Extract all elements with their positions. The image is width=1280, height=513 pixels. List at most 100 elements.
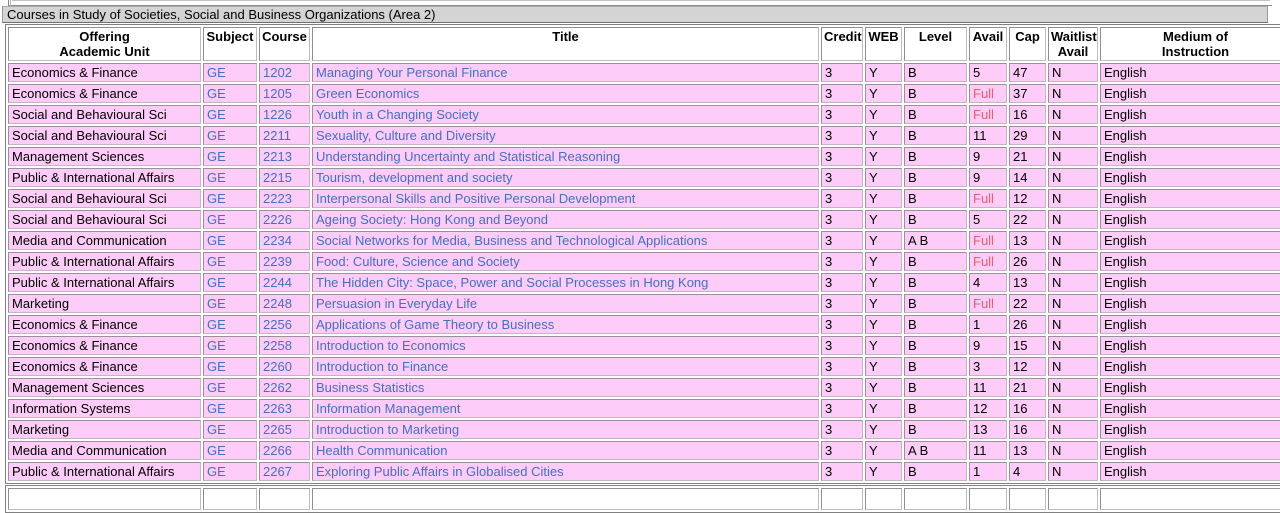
avail-cell: 5 <box>969 210 1007 229</box>
avail-cell: 12 <box>969 399 1007 418</box>
course-number-link[interactable]: 2262 <box>259 378 310 397</box>
course-title-link[interactable]: Interpersonal Skills and Positive Person… <box>312 189 819 208</box>
course-title-link[interactable]: Introduction to Marketing <box>312 420 819 439</box>
course-number-link[interactable]: 2215 <box>259 168 310 187</box>
avail-cell: 11 <box>969 378 1007 397</box>
course-number-link[interactable]: 2223 <box>259 189 310 208</box>
subject-link[interactable]: GE <box>203 105 257 124</box>
offering-unit-cell: Economics & Finance <box>8 336 201 355</box>
cap-cell: 16 <box>1009 399 1046 418</box>
subject-link[interactable]: GE <box>203 189 257 208</box>
medium-of-instruction-cell: English <box>1100 273 1280 292</box>
avail-cell: Full <box>969 294 1007 313</box>
course-title-link[interactable]: Persuasion in Everyday Life <box>312 294 819 313</box>
course-number-link[interactable]: 2244 <box>259 273 310 292</box>
offering-unit-cell: Economics & Finance <box>8 63 201 82</box>
credit-cell: 3 <box>821 420 863 439</box>
course-title-link[interactable]: Introduction to Economics <box>312 336 819 355</box>
avail-cell: 5 <box>969 63 1007 82</box>
web-cell: Y <box>865 210 902 229</box>
course-number-link[interactable]: 2265 <box>259 420 310 439</box>
table-row: Social and Behavioural Sci GE 1226 Youth… <box>8 105 1280 124</box>
table-row: Marketing GE 2265 Introduction to Market… <box>8 420 1280 439</box>
medium-of-instruction-cell: English <box>1100 231 1280 250</box>
subject-link[interactable]: GE <box>203 210 257 229</box>
table-row <box>8 488 1280 510</box>
web-cell: Y <box>865 126 902 145</box>
offering-unit-cell: Media and Communication <box>8 231 201 250</box>
course-number-link[interactable]: 2211 <box>259 126 310 145</box>
course-number-link[interactable]: 2258 <box>259 336 310 355</box>
course-number-link[interactable]: 2234 <box>259 231 310 250</box>
subject-link[interactable]: GE <box>203 420 257 439</box>
course-title-link[interactable]: Understanding Uncertainty and Statistica… <box>312 147 819 166</box>
course-title-link[interactable]: Introduction to Finance <box>312 357 819 376</box>
subject-link[interactable]: GE <box>203 147 257 166</box>
course-title-link[interactable]: Ageing Society: Hong Kong and Beyond <box>312 210 819 229</box>
course-number-link[interactable]: 2226 <box>259 210 310 229</box>
subject-link[interactable]: GE <box>203 273 257 292</box>
offering-unit-cell: Marketing <box>8 420 201 439</box>
subject-link[interactable]: GE <box>203 315 257 334</box>
course-title-link[interactable]: Green Economics <box>312 84 819 103</box>
offering-unit-cell: Marketing <box>8 294 201 313</box>
web-cell: Y <box>865 315 902 334</box>
course-title-link[interactable]: Sexuality, Culture and Diversity <box>312 126 819 145</box>
section-header: Courses in Study of Societies, Social an… <box>2 6 1268 23</box>
waitlist-avail-cell: N <box>1048 378 1098 397</box>
course-title-link[interactable]: Exploring Public Affairs in Globalised C… <box>312 462 819 481</box>
subject-link[interactable]: GE <box>203 126 257 145</box>
subject-link[interactable]: GE <box>203 84 257 103</box>
course-number-link[interactable]: 2266 <box>259 441 310 460</box>
web-cell: Y <box>865 357 902 376</box>
subject-link[interactable]: GE <box>203 462 257 481</box>
level-cell: B <box>904 168 967 187</box>
course-title-link[interactable]: Tourism, development and society <box>312 168 819 187</box>
course-title-link[interactable]: Social Networks for Media, Business and … <box>312 231 819 250</box>
course-title-link[interactable]: Business Statistics <box>312 378 819 397</box>
subject-link[interactable]: GE <box>203 357 257 376</box>
avail-cell: 9 <box>969 168 1007 187</box>
level-cell: B <box>904 63 967 82</box>
credit-cell: 3 <box>821 441 863 460</box>
course-title-link[interactable]: Managing Your Personal Finance <box>312 63 819 82</box>
web-cell: Y <box>865 336 902 355</box>
subject-link[interactable]: GE <box>203 168 257 187</box>
waitlist-avail-cell: N <box>1048 357 1098 376</box>
subject-link[interactable]: GE <box>203 399 257 418</box>
course-number-link[interactable]: 2248 <box>259 294 310 313</box>
avail-cell: Full <box>969 252 1007 271</box>
subject-link[interactable]: GE <box>203 336 257 355</box>
course-number-link[interactable]: 1205 <box>259 84 310 103</box>
waitlist-avail-cell: N <box>1048 231 1098 250</box>
course-title-link[interactable]: Health Communication <box>312 441 819 460</box>
course-title-link[interactable]: Information Management <box>312 399 819 418</box>
subject-link[interactable]: GE <box>203 441 257 460</box>
subject-link[interactable]: GE <box>203 231 257 250</box>
medium-of-instruction-cell: English <box>1100 105 1280 124</box>
subject-link[interactable]: GE <box>203 252 257 271</box>
offering-unit-cell: Social and Behavioural Sci <box>8 210 201 229</box>
waitlist-avail-cell: N <box>1048 462 1098 481</box>
course-title-link[interactable]: The Hidden City: Space, Power and Social… <box>312 273 819 292</box>
subject-link[interactable]: GE <box>203 378 257 397</box>
cap-cell: 37 <box>1009 84 1046 103</box>
subject-link[interactable]: GE <box>203 63 257 82</box>
level-cell: B <box>904 210 967 229</box>
course-title-link[interactable]: Youth in a Changing Society <box>312 105 819 124</box>
course-title-link[interactable]: Applications of Game Theory to Business <box>312 315 819 334</box>
course-number-link[interactable]: 2213 <box>259 147 310 166</box>
cap-cell: 15 <box>1009 336 1046 355</box>
credit-cell: 3 <box>821 189 863 208</box>
course-number-link[interactable]: 2263 <box>259 399 310 418</box>
course-number-link[interactable]: 1226 <box>259 105 310 124</box>
course-number-link[interactable]: 2239 <box>259 252 310 271</box>
course-title-link[interactable]: Food: Culture, Science and Society <box>312 252 819 271</box>
subject-link[interactable]: GE <box>203 294 257 313</box>
course-number-link[interactable]: 2267 <box>259 462 310 481</box>
course-number-link[interactable]: 2260 <box>259 357 310 376</box>
level-cell: A B <box>904 231 967 250</box>
course-number-link[interactable]: 1202 <box>259 63 310 82</box>
course-number-link[interactable]: 2256 <box>259 315 310 334</box>
medium-of-instruction-cell: English <box>1100 441 1280 460</box>
